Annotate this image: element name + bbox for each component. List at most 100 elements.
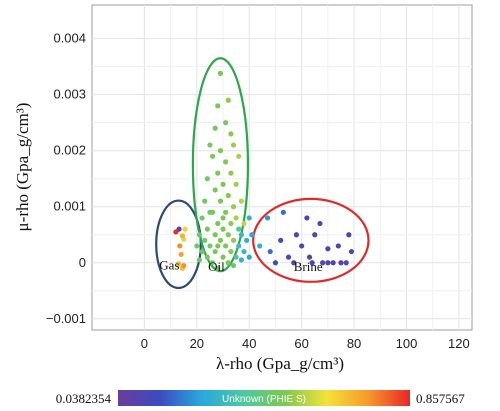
data-point <box>225 192 231 199</box>
data-point <box>228 248 234 255</box>
data-point <box>228 220 234 227</box>
data-point <box>177 243 183 249</box>
data-point <box>223 243 229 249</box>
x-tick-label: 100 <box>396 336 418 351</box>
data-point <box>233 215 239 221</box>
data-point <box>217 237 224 243</box>
data-point <box>230 262 237 269</box>
data-point <box>343 260 349 266</box>
data-point <box>293 232 300 238</box>
data-point <box>212 248 218 255</box>
data-point <box>223 209 229 215</box>
data-point <box>207 243 213 249</box>
data-point <box>325 246 331 252</box>
data-point <box>233 254 239 260</box>
data-point <box>264 215 271 221</box>
data-point <box>217 70 224 76</box>
data-point <box>238 257 244 263</box>
data-point <box>238 232 244 238</box>
data-point <box>236 226 242 232</box>
data-point <box>335 243 341 249</box>
data-point <box>280 209 286 215</box>
data-point <box>196 232 203 238</box>
data-point <box>220 254 226 260</box>
x-tick-label: 40 <box>242 336 256 351</box>
data-point <box>257 243 263 249</box>
y-tick-label: 0 <box>79 255 86 270</box>
data-point <box>199 215 205 221</box>
data-point <box>207 142 213 148</box>
data-point <box>291 260 297 266</box>
data-point <box>230 142 237 148</box>
data-point <box>272 260 279 266</box>
colorbar-min-label: 0.0382354 <box>56 391 112 406</box>
data-point <box>182 226 188 232</box>
data-point <box>194 243 200 249</box>
data-point <box>217 198 224 204</box>
data-point <box>306 254 313 260</box>
data-point <box>225 232 231 238</box>
group-ellipses <box>155 57 370 290</box>
data-point <box>204 176 210 182</box>
data-point <box>175 261 182 267</box>
group-labels: Gas Oil Brine <box>159 257 323 274</box>
data-point <box>338 260 344 266</box>
data-point <box>217 148 224 154</box>
data-point <box>199 248 205 255</box>
data-point <box>246 215 252 221</box>
data-point <box>215 243 221 249</box>
ellipse-brine <box>252 197 370 283</box>
data-point <box>236 243 242 249</box>
y-tick-label: 0.001 <box>53 199 86 214</box>
data-point <box>176 226 182 232</box>
group-label-oil: Oil <box>208 259 225 274</box>
data-point <box>304 215 310 221</box>
data-point <box>223 120 229 126</box>
data-point <box>209 260 216 266</box>
data-point <box>204 226 210 232</box>
data-point <box>317 220 323 227</box>
data-point <box>215 220 221 227</box>
data-point <box>215 170 221 176</box>
data-point <box>223 159 229 165</box>
data-point <box>249 232 255 238</box>
y-tick-label: 0.003 <box>53 87 86 102</box>
x-tick-labels: 0 20 40 60 80 100 120 <box>141 336 470 351</box>
data-point <box>225 97 231 103</box>
data-point <box>246 254 252 260</box>
data-point <box>215 265 221 271</box>
x-tick-label: 0 <box>141 336 148 351</box>
data-point <box>299 243 305 249</box>
ellipse-gas <box>155 199 202 290</box>
x-tick-label: 120 <box>448 336 470 351</box>
data-points <box>173 70 355 271</box>
colorbar-max-label: 0.857567 <box>416 391 465 406</box>
x-tick-label: 60 <box>294 336 308 351</box>
data-point <box>241 248 247 255</box>
y-tick-label: 0.004 <box>53 31 86 46</box>
data-point <box>236 153 242 159</box>
data-point <box>320 260 326 266</box>
x-axis-title: λ-rho (Gpa_g/cm³) <box>216 354 344 373</box>
y-tick-label: −0.001 <box>46 311 86 326</box>
data-point <box>202 237 208 243</box>
data-point <box>346 232 352 238</box>
data-point <box>285 254 292 260</box>
data-point <box>330 260 336 266</box>
data-point <box>238 198 244 204</box>
data-point <box>204 254 210 260</box>
data-point <box>202 198 208 204</box>
group-label-gas: Gas <box>159 257 179 272</box>
y-tick-labels: −0.001 0 0.001 0.002 0.003 0.004 <box>46 31 86 326</box>
data-point <box>212 232 218 238</box>
data-point <box>325 260 331 266</box>
data-point <box>228 131 234 137</box>
data-point <box>278 237 284 243</box>
data-point <box>209 153 216 159</box>
data-point <box>309 260 315 266</box>
y-tick-label: 0.002 <box>53 143 86 158</box>
group-label-brine: Brine <box>294 259 323 274</box>
data-point <box>312 232 318 238</box>
data-point <box>212 187 218 193</box>
